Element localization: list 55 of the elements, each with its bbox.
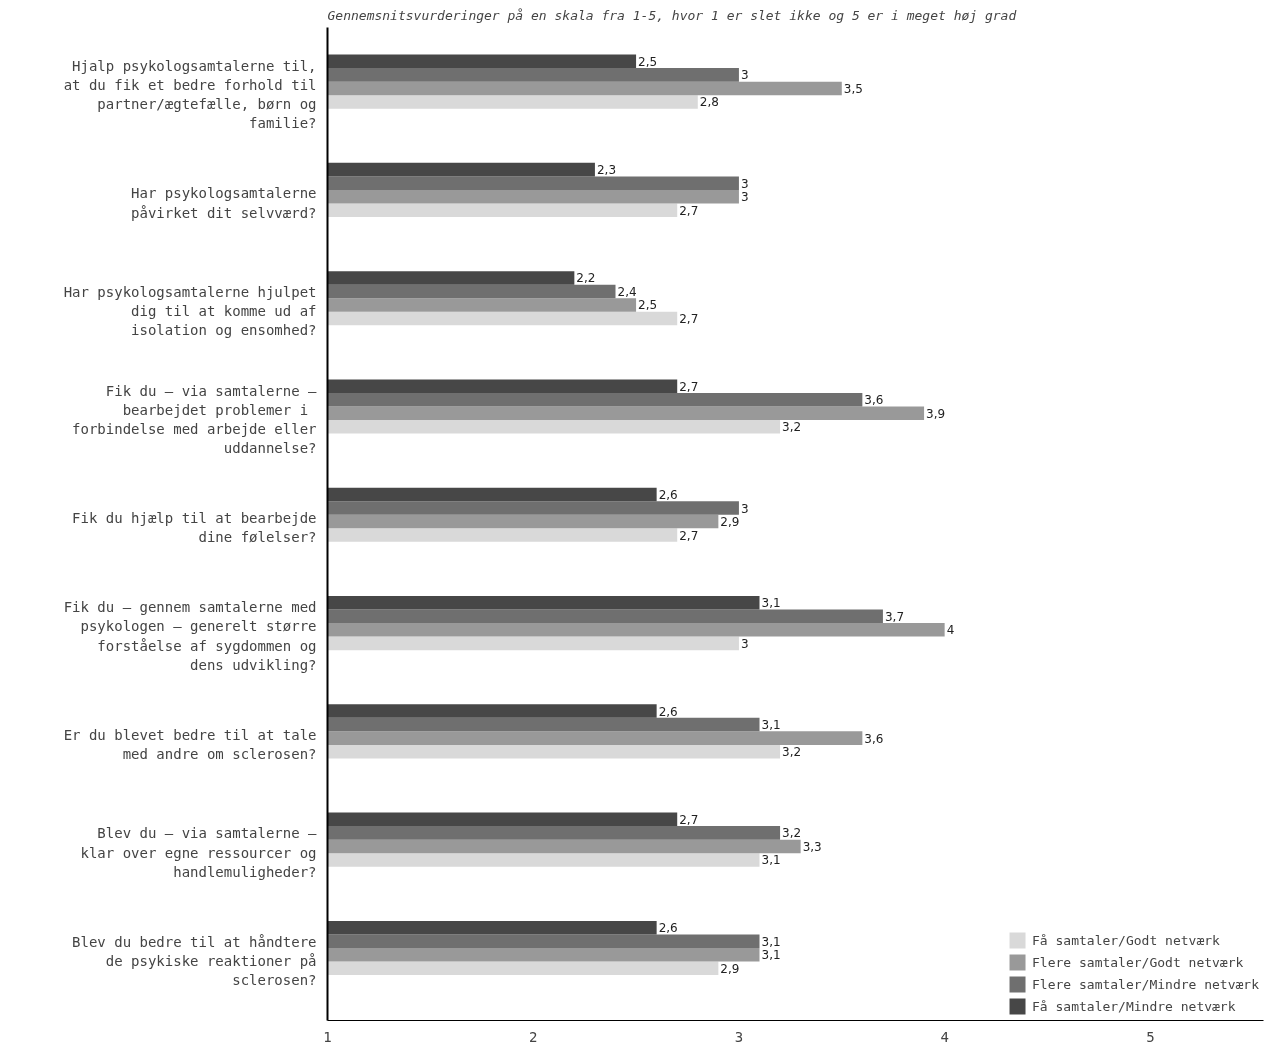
data-label: 2,7 [679,312,699,327]
data-label: 2,7 [679,528,699,543]
data-label: 3,2 [782,826,802,841]
data-label: 2,3 [596,163,617,178]
x-tick-label: 2 [529,1028,538,1045]
y-tick-label: Hjalp psykologsamtalerne til, at du fik et bedre forhold til partner/ægtefælle, børn og familie? [63,57,317,132]
data-label: 2,4 [617,284,637,299]
data-label: 3 [740,176,749,191]
data-label: 2,9 [720,961,740,976]
y-tick-label: Fik du – gennem samtalerne med psykologen – generelt større forståelse af sygdommen og dens udvikling? [63,599,317,673]
x-tick-label: 3 [734,1028,744,1045]
data-label: 2,5 [638,54,658,69]
data-label: 3,1 [761,948,781,963]
y-tick-label: Er du blevet bedre til at tale med andre om sclerosen? [63,726,317,762]
data-label: 2,6 [658,487,678,502]
data-label: 3,1 [761,718,781,733]
chart-title: Gennemsnitsvurderinger på en skala fra 1-5, hvor 1 er slet ikke og 5 er i meget høj grad [327,7,1017,23]
data-label: 2,2 [576,271,596,286]
data-label: 2,5 [638,298,658,313]
data-label: 3 [740,501,749,516]
y-tick-label: Fik du – via samtalerne – bearbejdet problemer i forbindelse med arbejde eller uddannelse? [72,382,318,457]
data-label: 3,5 [843,81,863,96]
data-label: 3 [740,68,749,83]
data-label: 2,8 [699,95,719,110]
data-label: 3 [740,190,749,205]
legend-label: Få samtaler/Mindre netværk [1032,997,1236,1015]
legend-label: Flere samtaler/Godt netværk [1032,953,1244,971]
data-label: 3,3 [802,839,822,854]
data-label: 3,2 [782,420,802,435]
data-label: 4 [946,623,955,638]
data-label: 2,6 [658,921,678,936]
data-label: 2,7 [679,812,699,827]
data-label: 2,7 [679,379,699,394]
data-label: 3,1 [761,596,781,611]
data-label: 3,7 [884,609,905,624]
legend-label: Flere samtaler/Mindre netværk [1032,975,1259,993]
data-label: 3 [740,636,749,651]
data-label: 3,1 [761,934,781,949]
y-tick-label: Fik du hjælp til at bearbejde dine følelser? [72,510,317,546]
y-tick-label: Har psykologsamtalerne hjulpet dig til at komme ud af isolation og ensomhed? [63,284,317,339]
x-tick-label: 4 [940,1028,949,1045]
data-label: 3,1 [761,853,781,868]
data-label: 3,2 [782,745,802,760]
x-tick-label: 1 [323,1028,332,1045]
y-tick-label: Blev du – via samtalerne – klar over egne ressourcer og handlemuligheder? [80,825,318,880]
y-tick-label: Blev du bedre til at håndtere de psykiske reaktioner på sclerosen? [72,933,317,989]
y-tick-label: Har psykologsamtalerne påvirket dit selvværd? [131,185,317,221]
data-label: 2,6 [658,704,678,719]
data-label: 3,9 [926,406,946,421]
data-label: 3,6 [864,731,884,746]
data-label: 2,9 [720,515,740,530]
data-label: 2,7 [679,203,699,218]
legend-label: Få samtaler/Godt netværk [1032,931,1220,949]
x-tick-label: 5 [1146,1028,1155,1045]
data-label: 3,6 [864,393,884,408]
